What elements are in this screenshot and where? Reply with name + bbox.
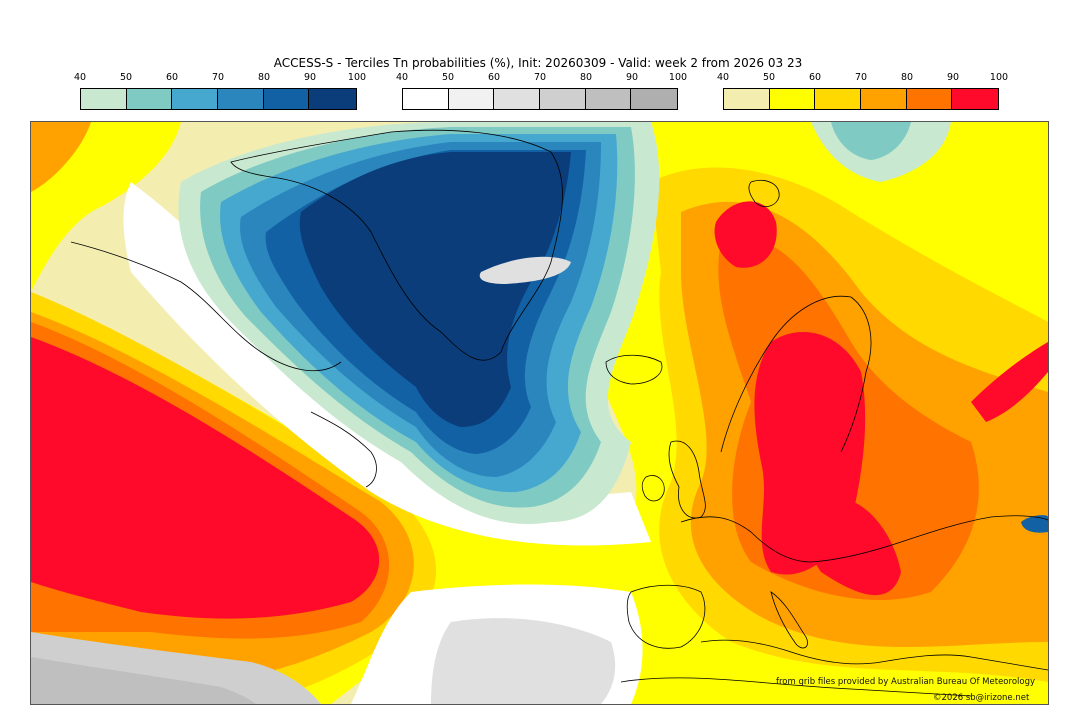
legend-swatch <box>540 89 586 109</box>
tick-label: 50 <box>762 72 776 83</box>
legend-swatch <box>81 89 127 109</box>
field-above-50-west <box>31 122 181 292</box>
tick-label: 70 <box>854 72 868 83</box>
field-near-80-southwest <box>31 657 256 704</box>
tick-label: 80 <box>579 72 593 83</box>
map-canvas <box>31 122 1048 704</box>
field-below-50-northeast <box>831 122 911 160</box>
tick-label: 60 <box>487 72 501 83</box>
tick-label: 70 <box>211 72 225 83</box>
field-below-80-east <box>1021 515 1048 533</box>
field-above-70-northwest <box>31 122 91 192</box>
tick-label: 60 <box>808 72 822 83</box>
coastlines <box>70 129 1048 697</box>
legend-colorbar <box>402 88 678 110</box>
legend-ticks: 40 50 60 70 80 90 100 <box>396 72 687 86</box>
coastline-scandinavia <box>720 295 872 453</box>
legend-swatch <box>585 89 632 109</box>
probability-map <box>30 121 1049 705</box>
legend-ticks: 40 50 60 70 80 90 100 <box>74 72 366 86</box>
copyright-credit: ©2026 sb@irizone.net <box>933 693 1030 703</box>
field-near-60-iceland <box>479 256 571 284</box>
tick-label: 90 <box>303 72 317 83</box>
field-above-90-norway-sea <box>714 201 777 268</box>
field-below-90 <box>299 152 571 427</box>
field-above-90-atlantic <box>31 337 380 619</box>
field-neutral-band <box>123 182 651 546</box>
coastline-italy <box>770 591 808 649</box>
legend-swatch <box>769 89 816 109</box>
tick-label: 50 <box>441 72 455 83</box>
coastline-greenland <box>230 129 563 361</box>
tick-label: 100 <box>989 72 1009 83</box>
data-source-credit: from grib files provided by Australian B… <box>776 677 1036 687</box>
tick-label: 80 <box>257 72 271 83</box>
legend-swatch <box>448 89 495 109</box>
tick-label: 60 <box>165 72 179 83</box>
tick-label: 50 <box>119 72 133 83</box>
tick-label: 100 <box>347 72 367 83</box>
tick-label: 40 <box>73 72 87 83</box>
tick-label: 40 <box>716 72 730 83</box>
coastline-labrador <box>310 411 377 488</box>
coastline-europe-mainland <box>680 515 1048 563</box>
legend-ticks: 40 50 60 70 80 90 100 <box>717 72 1008 86</box>
coastline-svalbard <box>748 180 780 207</box>
legend-near-normal: 40 50 60 70 80 90 100 <box>396 72 687 114</box>
legend-swatch <box>952 89 999 109</box>
legend-colorbar <box>80 88 357 110</box>
legend-swatch <box>172 89 219 109</box>
legend-colorbar <box>723 88 999 110</box>
field-above-90-eastern-europe <box>804 496 901 596</box>
legend-swatch <box>494 89 541 109</box>
tick-label: 80 <box>900 72 914 83</box>
legend-swatch <box>861 89 907 109</box>
coastline-mediterranean <box>700 639 1048 671</box>
legend-swatch <box>906 89 953 109</box>
tick-label: 40 <box>395 72 409 83</box>
legend-swatch <box>126 89 173 109</box>
legend-swatch <box>631 89 678 109</box>
coastline-ireland <box>641 475 665 502</box>
legend-swatch <box>724 89 770 109</box>
legend-swatch <box>218 89 264 109</box>
coastline-iberia <box>626 584 706 649</box>
coastline-iceland <box>605 354 663 385</box>
legend-swatch <box>309 89 357 109</box>
tick-label: 90 <box>946 72 960 83</box>
coastline-baffin <box>70 241 342 372</box>
field-above-90-east <box>971 342 1048 422</box>
map-title: ACCESS-S - Terciles Tn probabilities (%)… <box>273 56 803 70</box>
legend-below-normal: 40 50 60 70 80 90 100 <box>74 72 366 114</box>
coastline-north-africa <box>620 677 972 697</box>
tick-label: 100 <box>668 72 688 83</box>
legend-swatch <box>263 89 310 109</box>
legend-above-normal: 40 50 60 70 80 90 100 <box>717 72 1008 114</box>
tick-label: 90 <box>625 72 639 83</box>
field-near-60-south <box>431 618 616 704</box>
tick-label: 70 <box>533 72 547 83</box>
legend-swatch <box>403 89 449 109</box>
legend-swatch <box>815 89 862 109</box>
